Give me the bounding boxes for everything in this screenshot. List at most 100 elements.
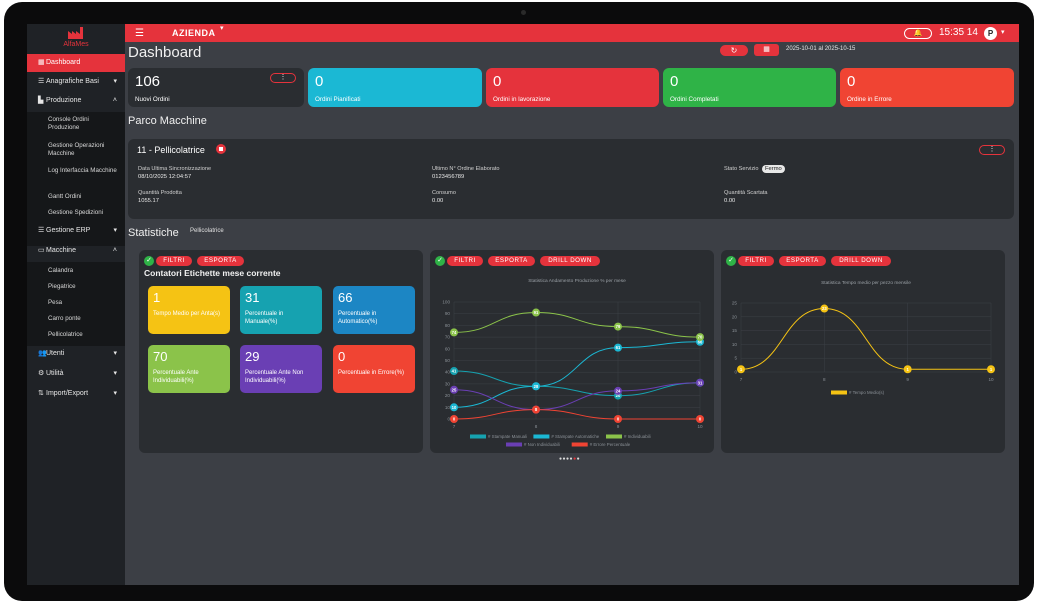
data-label: 61	[616, 345, 621, 350]
logo-text: AlfaMes	[63, 41, 89, 48]
data-point	[532, 382, 540, 391]
legend-swatch	[470, 434, 486, 439]
kpi-card-nuovi-ordini[interactable]: 106 Nuovi Ordini ⋮	[128, 68, 304, 107]
sidebar-item-produzione[interactable]: ▙ Produzione ˄	[27, 92, 125, 110]
sidebar-item-utenti[interactable]: 👥Utenti ▾	[27, 345, 125, 363]
data-point	[614, 322, 622, 331]
kpi-value: 0	[670, 73, 679, 90]
sort-icon: ⇅	[38, 390, 44, 397]
submenu-item-piegatrice[interactable]: Piegatrice	[48, 283, 76, 290]
y-tick-label: 15	[732, 328, 738, 333]
y-tick-label: 50	[445, 358, 451, 363]
data-point	[532, 405, 540, 414]
calendar-button[interactable]: ▦	[754, 44, 779, 56]
data-label: 91	[534, 310, 539, 315]
submenu-item-pesa[interactable]: Pesa	[48, 299, 63, 306]
chevron-down-icon[interactable]: ▾	[220, 25, 224, 32]
tile-label: Percentuale Ante Non Individuabili(%)	[245, 370, 304, 384]
export-button[interactable]: ESPORTA	[779, 256, 826, 266]
x-tick-label: 7	[453, 424, 456, 429]
logo[interactable]: AlfaMes	[27, 24, 125, 52]
page-title: Dashboard	[128, 44, 202, 61]
sidebar-item-import-export[interactable]: ⇅ Import/Export ▾	[27, 385, 125, 403]
carousel-dots[interactable]: ●●●●●●	[559, 456, 581, 462]
company-selector[interactable]: AZIENDA	[172, 28, 216, 38]
data-label: 23	[822, 306, 827, 311]
kpi-value: 0	[493, 73, 502, 90]
filter-button[interactable]: FILTRI	[738, 256, 774, 266]
series-line	[453, 409, 700, 420]
counter-tile: 29 Percentuale Ante Non Individuabili(%)	[240, 345, 322, 393]
submenu-item-gestione-spedizioni[interactable]: Gestione Spedizioni	[48, 209, 104, 216]
chevron-up-icon: ˄	[112, 97, 117, 104]
submenu-item-carro-ponte[interactable]: Carro ponte	[48, 315, 81, 322]
submenu-item-calandra[interactable]: Calandra	[48, 267, 74, 274]
monitor-icon: ▭	[38, 247, 45, 254]
filter-button[interactable]: FILTRI	[156, 256, 192, 266]
sidebar-item-anagrafiche[interactable]: ☰ Anagrafiche Basi ▾	[27, 73, 125, 91]
data-label: 74	[452, 330, 457, 335]
legend-label: # Stampate Automatiche	[551, 434, 599, 439]
machine-menu-button[interactable]: ⋮	[979, 145, 1005, 155]
chart-title: Statistica Andamento Produzione % per me…	[528, 278, 626, 284]
notifications-button[interactable]: 🔔	[904, 28, 932, 39]
chevron-down-icon[interactable]: ▾	[1001, 29, 1005, 36]
data-point	[450, 415, 458, 423]
submenu-item-pellicolatrice[interactable]: Pellicolatrice	[48, 331, 83, 338]
selected-machine[interactable]: Pellicolatrice	[190, 228, 224, 234]
kpi-menu-button[interactable]: ⋮	[270, 73, 296, 83]
factory-icon: ▙	[38, 97, 44, 104]
y-tick-label: 20	[732, 314, 738, 319]
users-icon: 👥	[38, 350, 47, 357]
check-icon[interactable]: ✓	[435, 256, 445, 266]
hamburger-icon[interactable]: ☰	[135, 28, 144, 39]
tile-value: 29	[245, 349, 260, 364]
sidebar-item-gestione-erp[interactable]: ☰ Gestione ERP ▾	[27, 222, 125, 240]
kpi-card-ordini-lavorazione[interactable]: 0 Ordini in lavorazione	[486, 68, 659, 107]
sidebar-item-label: Macchine	[46, 247, 76, 254]
legend-swatch	[506, 442, 522, 447]
data-label: 1	[740, 367, 743, 372]
field-value: 08/10/2025 12:04:57	[138, 174, 192, 180]
submenu-item-gestione-operazioni[interactable]: Gestione Operazioni Macchine	[48, 142, 105, 157]
drill-down-button[interactable]: DRILL DOWN	[540, 256, 600, 266]
drill-down-button[interactable]: DRILL DOWN	[831, 256, 891, 266]
submenu-item-log-interfaccia[interactable]: Log Interfaccia Macchine	[48, 167, 117, 174]
chart-title: Statistica Tempo medio per pezzo mensile	[821, 280, 911, 286]
series-line	[740, 308, 991, 370]
chevron-down-icon: ▾	[113, 227, 117, 234]
list-icon: ☰	[38, 78, 45, 85]
avatar[interactable]: P	[984, 27, 997, 40]
more-vertical-icon: ⋮	[988, 146, 996, 153]
kpi-label: Ordine in Errore	[847, 96, 892, 103]
check-icon[interactable]: ✓	[144, 256, 154, 266]
y-tick-label: 80	[445, 323, 451, 328]
check-icon[interactable]: ✓	[726, 256, 736, 266]
sidebar-item-label: Utenti	[46, 350, 65, 357]
data-point	[903, 365, 912, 374]
counter-tile: 31 Percentuale in Manuale(%)	[240, 286, 322, 334]
sidebar-item-dashboard[interactable]: ▦Dashboard	[27, 54, 125, 72]
sidebar-item-macchine[interactable]: ▭Macchine ˄	[27, 242, 125, 260]
field-label: Data Ultima Sincronizzazione	[138, 166, 212, 172]
kpi-card-ordini-completati[interactable]: 0 Ordini Completati	[663, 68, 836, 107]
section-title-statistiche: Statistiche	[128, 227, 179, 239]
kpi-label: Ordini Pianificati	[315, 96, 361, 103]
y-tick-label: 10	[732, 342, 738, 347]
y-tick-label: 30	[445, 381, 451, 386]
refresh-button[interactable]: ↻	[720, 45, 748, 56]
legend-label: # Individuabili	[624, 434, 651, 439]
data-label: 66	[698, 339, 703, 344]
sidebar-item-utilita[interactable]: ⚙ Utilità ▾	[27, 365, 125, 383]
data-point	[987, 365, 995, 374]
export-button[interactable]: ESPORTA	[488, 256, 535, 266]
filter-button[interactable]: FILTRI	[447, 256, 483, 266]
submenu-item-gantt-ordini[interactable]: Gantt Ordini	[48, 193, 82, 200]
y-tick-label: 100	[442, 300, 450, 305]
submenu-item-console-ordini[interactable]: Console Ordini Produzione	[48, 116, 89, 131]
kpi-card-ordine-errore[interactable]: 0 Ordine in Errore	[840, 68, 1014, 107]
tile-value: 1	[153, 290, 161, 305]
kpi-card-ordini-pianificati[interactable]: 0 Ordini Pianificati	[308, 68, 482, 107]
export-button[interactable]: ESPORTA	[197, 256, 244, 266]
data-label: 1	[990, 367, 993, 372]
